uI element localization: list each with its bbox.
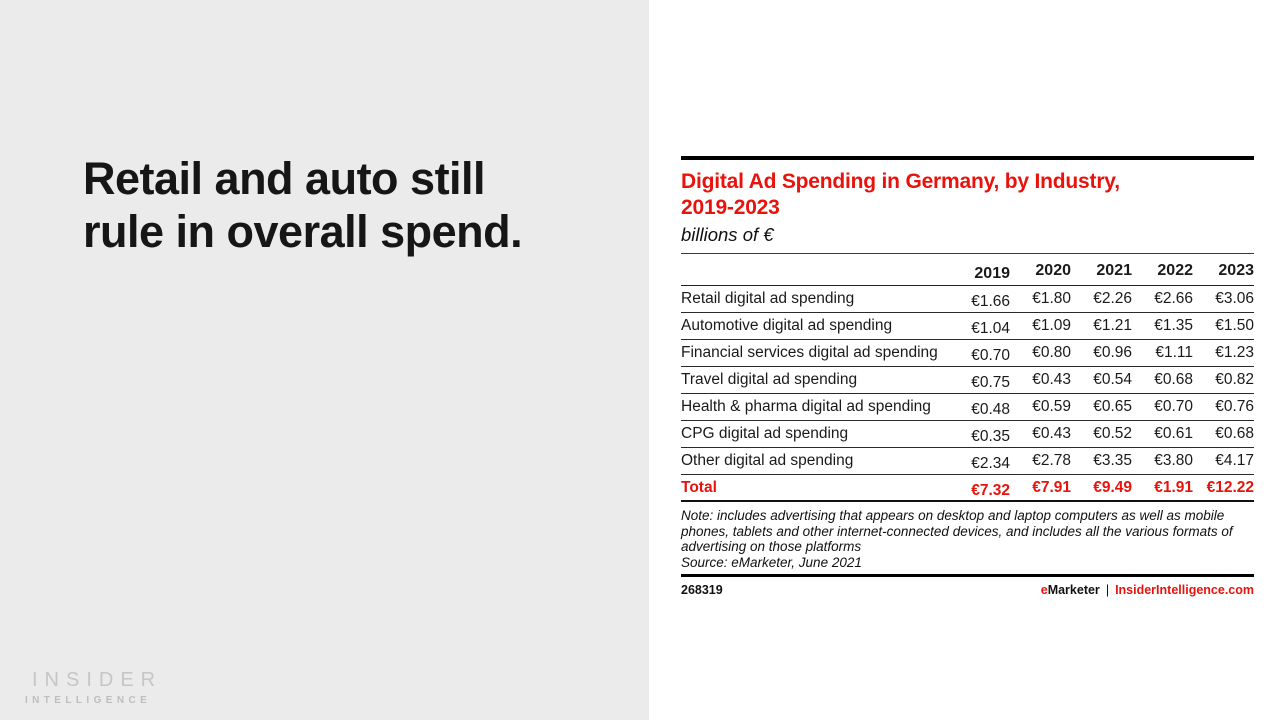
logo-wordmark-intelligence: INTELLIGENCE xyxy=(25,695,152,706)
value-cell: €3.35 xyxy=(1093,452,1132,469)
year-header-2023: 2023 xyxy=(1218,262,1254,279)
row-label: Retail digital ad spending xyxy=(681,290,855,307)
value-cell: €2.26 xyxy=(1093,290,1132,307)
total-row-label: Total xyxy=(681,478,717,496)
chart-id: 268319 xyxy=(681,583,723,598)
year-header-2020: 2020 xyxy=(1035,262,1071,279)
value-cell: €1.11 xyxy=(1155,344,1193,361)
table-row: Financial services digital ad spending €… xyxy=(681,340,1254,367)
note-line: Note: includes advertising that appears … xyxy=(681,508,1225,523)
subtitle-divider xyxy=(681,253,1254,254)
chart-card: Digital Ad Spending in Germany, by Indus… xyxy=(681,156,1254,597)
insider-intelligence-url: InsiderIntelligence.com xyxy=(1115,583,1254,598)
chart-subtitle: billions of € xyxy=(681,224,774,245)
value-cell: €0.35 xyxy=(971,428,1010,445)
source-line: Source: eMarketer, June 2021 xyxy=(681,554,862,570)
value-cell: €1.66 xyxy=(971,293,1010,310)
emarketer-e: e xyxy=(1040,583,1048,598)
year-header-2019: 2019 xyxy=(974,265,1010,282)
brand-separator: | xyxy=(1105,583,1110,598)
value-cell: €0.48 xyxy=(971,401,1010,418)
value-cell: €1.23 xyxy=(1215,344,1254,361)
footer-divider xyxy=(681,574,1254,578)
total-value-cell: €7.32 xyxy=(971,481,1010,499)
value-cell: €1.09 xyxy=(1032,317,1071,334)
table-row: Other digital ad spending €2.34 €2.78 €3… xyxy=(681,448,1254,475)
headline-line-2: rule in overall spend. xyxy=(83,206,523,257)
value-cell: €2.78 xyxy=(1032,452,1071,469)
value-cell: €0.43 xyxy=(1032,425,1071,442)
row-label: Health & pharma digital ad spending xyxy=(681,398,931,415)
value-cell: €0.76 xyxy=(1215,398,1254,415)
chart-title: Digital Ad Spending in Germany, by Indus… xyxy=(681,169,1254,221)
chart-title-line-2: 2019-2023 xyxy=(681,196,780,219)
left-panel: Retail and auto still rule in overall sp… xyxy=(0,0,649,720)
row-label: CPG digital ad spending xyxy=(681,425,849,442)
value-cell: €0.96 xyxy=(1093,344,1132,361)
total-value-cell: €7.91 xyxy=(1032,478,1071,496)
value-cell: €2.34 xyxy=(971,455,1010,472)
table-header-row: 2019 2020 2021 2022 2023 xyxy=(681,254,1254,286)
value-cell: €1.04 xyxy=(971,320,1010,337)
value-cell: €1.50 xyxy=(1215,317,1254,334)
value-cell: €2.66 xyxy=(1154,290,1193,307)
headline-line-1: Retail and auto still xyxy=(83,153,486,204)
logo-wordmark-insider: INSIDER xyxy=(32,669,163,691)
brand-line: eMarketer | InsiderIntelligence.com xyxy=(1041,583,1254,597)
table-row: Travel digital ad spending €0.75 €0.43 €… xyxy=(681,367,1254,394)
total-value-cell: €9.49 xyxy=(1093,478,1132,496)
chart-footer: 268319 eMarketer | InsiderIntelligence.com xyxy=(681,583,1254,597)
value-cell: €0.82 xyxy=(1215,371,1254,388)
value-cell: €0.75 xyxy=(971,374,1010,391)
value-cell: €1.35 xyxy=(1154,317,1193,334)
value-cell: €0.68 xyxy=(1215,425,1254,442)
chart-title-line-1: Digital Ad Spending in Germany, by Indus… xyxy=(681,170,1120,193)
note-line: advertising on those platforms xyxy=(681,539,862,555)
value-cell: €3.06 xyxy=(1215,290,1254,307)
value-cell: €0.59 xyxy=(1032,398,1071,415)
value-cell: €0.43 xyxy=(1032,371,1071,388)
chart-top-rule xyxy=(681,156,1254,160)
value-cell: €3.80 xyxy=(1154,452,1193,469)
value-cell: €0.54 xyxy=(1093,371,1132,388)
chart-note: Note: includes advertising that appears … xyxy=(681,508,1254,570)
year-header-2022: 2022 xyxy=(1157,262,1193,279)
value-cell: €1.80 xyxy=(1032,290,1071,307)
value-cell: €0.65 xyxy=(1093,398,1132,415)
total-value-cell: €1.91 xyxy=(1154,478,1193,496)
note-line: phones, tablets and other internet-conne… xyxy=(681,523,1233,539)
row-label: Travel digital ad spending xyxy=(681,371,858,388)
value-cell: €0.61 xyxy=(1154,425,1193,442)
value-cell: €0.80 xyxy=(1032,344,1071,361)
row-label: Automotive digital ad spending xyxy=(681,317,893,334)
table-row: Retail digital ad spending €1.66 €1.80 €… xyxy=(681,286,1254,313)
value-cell: €0.68 xyxy=(1154,371,1193,388)
headline: Retail and auto still rule in overall sp… xyxy=(83,152,563,258)
value-cell: €4.17 xyxy=(1215,452,1254,469)
emarketer-rest: Marketer xyxy=(1047,583,1100,598)
table-row: CPG digital ad spending €0.35 €0.43 €0.5… xyxy=(681,421,1254,448)
table-row: Health & pharma digital ad spending €0.4… xyxy=(681,394,1254,421)
table-total-row: Total €7.32 €7.91 €9.49 €1.91 €12.22 xyxy=(681,475,1254,502)
total-value-cell: €12.22 xyxy=(1206,478,1254,496)
row-label: Other digital ad spending xyxy=(681,452,854,469)
value-cell: €1.21 xyxy=(1093,317,1132,334)
value-cell: €0.70 xyxy=(1154,398,1193,415)
year-header-2021: 2021 xyxy=(1096,262,1132,279)
value-cell: €0.70 xyxy=(971,347,1010,364)
insider-intelligence-logo: INSIDER INTELLIGENCE xyxy=(25,669,162,706)
value-cell: €0.52 xyxy=(1093,425,1132,442)
row-label: Financial services digital ad spending xyxy=(681,344,938,361)
table-row: Automotive digital ad spending €1.04 €1.… xyxy=(681,313,1254,340)
